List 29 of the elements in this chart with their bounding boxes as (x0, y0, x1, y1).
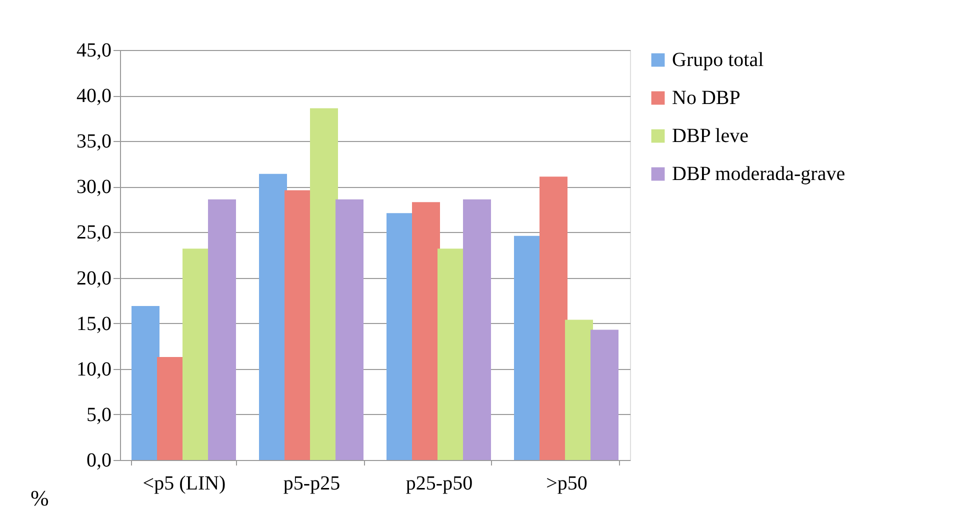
legend-label: No DBP (672, 87, 740, 109)
y-tick-label: 5,0 (86, 404, 112, 426)
bar (208, 199, 236, 460)
bar (412, 202, 440, 460)
bar (463, 199, 491, 460)
legend-label: Grupo total (672, 49, 764, 71)
bar (259, 174, 287, 460)
bar (565, 320, 593, 460)
y-tick-label: 35,0 (76, 130, 112, 153)
x-tick-label: >p50 (546, 472, 588, 494)
y-tick-label: 40,0 (76, 85, 112, 108)
bar (590, 330, 618, 460)
x-tick-label: p25-p50 (406, 472, 473, 494)
y-tick-label: 15,0 (76, 312, 112, 335)
x-tick-label: <p5 (LIN) (142, 472, 226, 494)
bar (132, 306, 160, 460)
x-tick-label: p5-p25 (283, 472, 340, 494)
y-axis-title: % (30, 486, 49, 510)
bar (540, 176, 568, 460)
y-tick-label: 10,0 (76, 358, 112, 380)
legend-label: DBP leve (672, 125, 749, 147)
y-tick-label: 45,0 (76, 40, 112, 62)
bar (310, 108, 338, 460)
y-tick-label: 20,0 (76, 267, 112, 290)
y-tick-label: 25,0 (76, 222, 112, 244)
y-tick-label: 30,0 (76, 176, 112, 198)
y-tick-label: 0,0 (86, 450, 112, 472)
legend-label: DBP moderada-grave (672, 163, 846, 185)
bar (336, 199, 364, 460)
